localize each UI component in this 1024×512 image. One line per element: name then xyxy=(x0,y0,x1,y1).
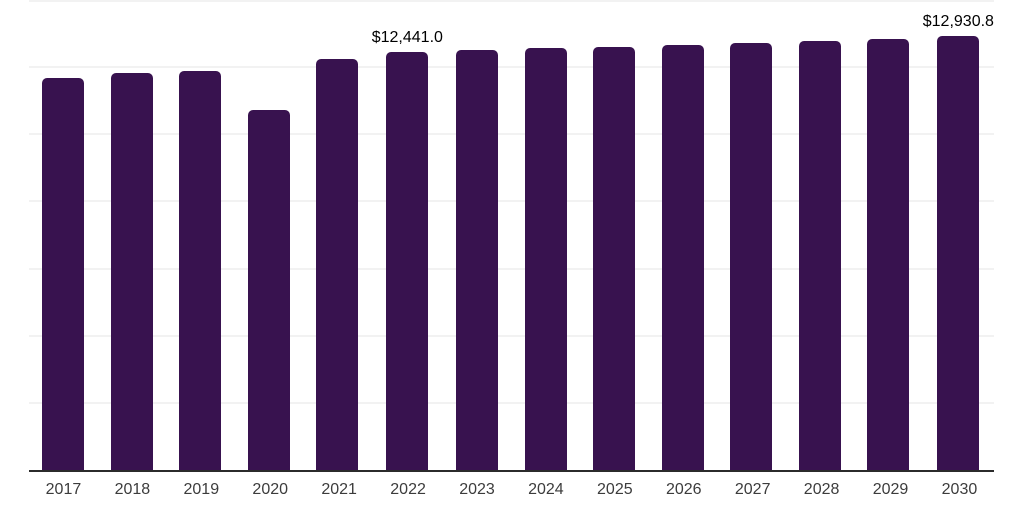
bar-slot-2026 xyxy=(649,0,718,470)
x-tick-2023: 2023 xyxy=(459,481,495,498)
gridline-8000 xyxy=(29,200,994,203)
x-tick-2028: 2028 xyxy=(803,481,840,498)
x-tick-2030: 2030 xyxy=(941,481,978,498)
bar-2024 xyxy=(524,48,567,470)
bar-slot-2027 xyxy=(717,0,786,470)
x-tick-2029: 2029 xyxy=(872,481,909,498)
bar-2025 xyxy=(593,46,636,470)
bar-2022 xyxy=(386,52,429,470)
gridline-2000 xyxy=(29,401,994,404)
x-tick-2024: 2024 xyxy=(528,481,564,498)
bar-slot-2017 xyxy=(29,0,98,470)
x-tick-2020: 2020 xyxy=(252,481,289,498)
bar-slot-2030: $12,930.8 xyxy=(923,0,994,470)
bar-2020 xyxy=(247,109,290,470)
bar-2028 xyxy=(798,40,841,470)
x-tick-2021: 2021 xyxy=(321,481,357,498)
bar-slot-2021 xyxy=(303,0,372,470)
bars-container: $12,441.0 $12,930.8 xyxy=(29,0,994,470)
bar-slot-2018 xyxy=(98,0,167,470)
x-tick-2026: 2026 xyxy=(665,481,702,498)
x-tick-2017: 2017 xyxy=(45,481,82,498)
gridline-10000 xyxy=(29,133,994,136)
bar-2018 xyxy=(110,73,153,470)
bar-slot-2025 xyxy=(580,0,649,470)
bar-2021 xyxy=(316,58,359,470)
bar-2019 xyxy=(179,71,222,470)
bar-2023 xyxy=(456,50,499,470)
gridline-12000 xyxy=(29,66,994,69)
bar-slot-2020 xyxy=(235,0,304,470)
bar-slot-2023 xyxy=(443,0,512,470)
gridline-14000 xyxy=(29,0,994,2)
plot-area: $12,441.0 $12,930.8 xyxy=(29,0,994,472)
bar-slot-2028 xyxy=(786,0,855,470)
bar-slot-2022: $12,441.0 xyxy=(372,0,443,470)
bar-2029 xyxy=(867,38,910,470)
bar-2030 xyxy=(937,35,980,470)
bar-slot-2019 xyxy=(166,0,235,470)
bar-slot-2029 xyxy=(854,0,923,470)
gridline-6000 xyxy=(29,267,994,270)
x-tick-2022: 2022 xyxy=(390,481,426,498)
bar-2027 xyxy=(730,42,773,470)
bar-slot-2024 xyxy=(511,0,580,470)
x-tick-2025: 2025 xyxy=(597,481,633,498)
gridline-4000 xyxy=(29,334,994,337)
x-tick-2019: 2019 xyxy=(183,481,220,498)
x-tick-2027: 2027 xyxy=(734,481,771,498)
x-tick-2018: 2018 xyxy=(114,481,151,498)
x-axis-tick-labels: 2017 2018 2019 2020 2021 2022 2023 2024 2025 2026… xyxy=(29,482,994,498)
bar-value-label-2030: $12,930.8 xyxy=(922,12,994,30)
bar-value-label-2022: $12,441.0 xyxy=(371,29,443,47)
bar-2026 xyxy=(661,45,704,470)
bar-2017 xyxy=(42,78,85,470)
